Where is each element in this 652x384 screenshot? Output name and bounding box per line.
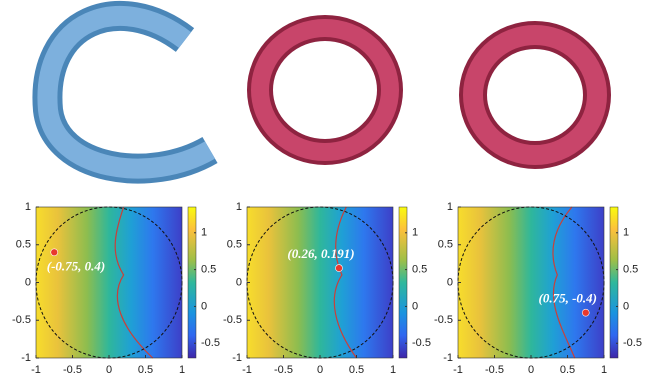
colorbar-tick-label: 0.5 — [412, 264, 427, 276]
point — [335, 265, 342, 272]
y-tick-label: 0 — [447, 276, 453, 288]
x-tick-label: 0.5 — [349, 364, 364, 376]
x-tick-label: -0.5 — [274, 364, 293, 376]
render-red-2 — [473, 35, 597, 155]
colorbar-tick-label: 0 — [623, 300, 629, 312]
colorbar-tick-label: 0.5 — [623, 264, 638, 276]
x-tick-label: 0 — [528, 364, 534, 376]
colorbar — [188, 207, 196, 358]
point-annotation: (0.75, -0.4) — [539, 291, 598, 306]
y-tick-label: 1 — [25, 201, 31, 213]
x-tick-label: -0.5 — [485, 364, 504, 376]
x-tick-label: 0 — [317, 364, 323, 376]
x-tick-label: 1 — [390, 364, 396, 376]
y-tick-label: 1 — [447, 201, 453, 213]
y-tick-label: -1 — [21, 352, 31, 364]
x-tick-label: -0.5 — [63, 364, 82, 376]
y-tick-label: 0.5 — [438, 239, 453, 251]
colorbar-tick-label: 1 — [201, 227, 207, 239]
colorbar-tick-label: 0 — [201, 300, 207, 312]
colorbar-tick-label: 0.5 — [201, 264, 216, 276]
y-tick-label: 0 — [236, 276, 242, 288]
colorbar-tick-label: -0.5 — [623, 337, 642, 349]
x-tick-label: -1 — [453, 364, 463, 376]
heatmap-field — [36, 207, 182, 358]
point-annotation: (-0.75, 0.4) — [47, 258, 106, 273]
y-tick-label: -0.5 — [434, 314, 453, 326]
x-tick-label: 0.5 — [560, 364, 575, 376]
colorbar-tick-label: 1 — [412, 227, 418, 239]
colorbar — [399, 207, 407, 358]
y-tick-label: -0.5 — [223, 314, 242, 326]
x-tick-label: 1 — [601, 364, 607, 376]
point — [51, 249, 58, 256]
y-tick-label: 1 — [236, 201, 242, 213]
y-tick-label: -0.5 — [12, 314, 31, 326]
figure: -1 -0.5 0 0.5 1 -1 -0.5 0 0.5 1 -0.5 0 0.5 1 (-0.75, 0… — [0, 0, 652, 384]
colorbar-tick-label: -0.5 — [201, 337, 220, 349]
y-tick-label: -1 — [232, 352, 242, 364]
x-tick-label: -1 — [242, 364, 252, 376]
x-tick-label: 1 — [179, 364, 185, 376]
colorbar-tick-label: 0 — [412, 300, 418, 312]
colorbar — [610, 207, 618, 358]
render-red-1 — [260, 28, 390, 152]
y-tick-label: 0.5 — [227, 239, 242, 251]
colorbar-tick-label: -0.5 — [412, 337, 431, 349]
point-annotation: (0.26, 0.191) — [287, 246, 354, 261]
render-blue — [47, 16, 210, 169]
y-tick-label: 0.5 — [16, 239, 31, 251]
x-tick-label: 0 — [106, 364, 112, 376]
heatmap-field — [247, 207, 393, 358]
x-tick-label: 0.5 — [138, 364, 153, 376]
colorbar-tick-label: 1 — [623, 227, 629, 239]
y-tick-label: 0 — [25, 276, 31, 288]
point — [582, 309, 589, 316]
y-tick-label: -1 — [443, 352, 453, 364]
x-tick-label: -1 — [31, 364, 41, 376]
heatmap-field — [458, 207, 604, 358]
